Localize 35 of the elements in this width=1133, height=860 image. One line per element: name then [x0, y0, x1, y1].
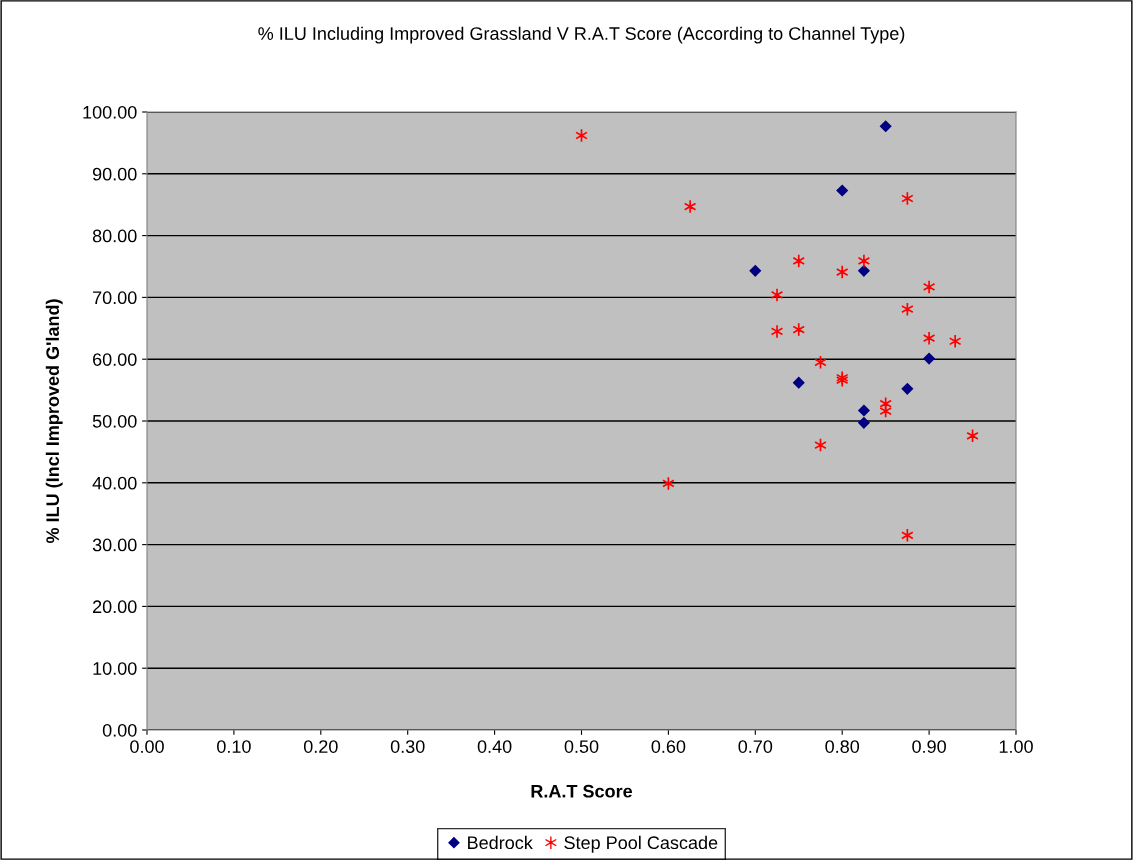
- x-tick-label: 0.60: [651, 740, 686, 753]
- point: [879, 120, 892, 132]
- y-tick-label: 30.00: [92, 538, 137, 552]
- y-tick-label: 0.00: [102, 723, 137, 737]
- y-tick-label: 60.00: [93, 353, 137, 366]
- x-tick-label: 0.70: [738, 740, 773, 753]
- y-tick-label: 100.00: [83, 105, 137, 119]
- point: [749, 265, 762, 277]
- x-tick-label: 0.10: [217, 740, 251, 753]
- x-tick-label: 0.80: [825, 740, 860, 753]
- chart-title: % ILU Including Improved Grassland V R.A.T Score (According to Channel Type): [258, 26, 905, 44]
- y-tick-label: 80.00: [92, 229, 137, 243]
- y-tick-label: 50.00: [92, 414, 137, 428]
- y-tick-label: 40.00: [92, 476, 137, 490]
- point: [901, 383, 914, 395]
- y-tick-label: 20.00: [93, 600, 137, 614]
- legend-label: Bedrock: [468, 835, 533, 850]
- x-tick-label: 0.90: [912, 740, 946, 753]
- point: [858, 404, 870, 417]
- x-tick-label: 0.30: [390, 740, 425, 753]
- x-axis-title: R.A.T Score: [531, 784, 633, 798]
- point: [836, 184, 848, 197]
- point: [858, 265, 870, 277]
- y-tick-label: 70.00: [93, 291, 137, 305]
- y-axis-title: % ILU (Incl Improved G'land): [45, 299, 63, 544]
- x-tick-label: 0.50: [564, 740, 599, 753]
- y-tick-label: 90.00: [92, 167, 137, 181]
- x-tick-label: 0.20: [303, 740, 338, 753]
- point: [793, 376, 805, 389]
- x-tick-label: 1.00: [999, 740, 1033, 753]
- point: [923, 352, 935, 365]
- y-tick-label: 10.00: [93, 662, 137, 675]
- x-tick-label: 0.00: [130, 740, 164, 753]
- point: [858, 417, 870, 429]
- x-tick-label: 0.40: [477, 740, 512, 753]
